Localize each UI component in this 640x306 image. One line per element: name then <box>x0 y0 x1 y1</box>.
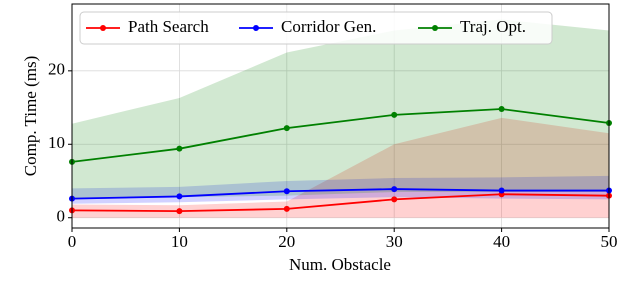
x-axis-label: Num. Obstacle <box>289 255 391 274</box>
marker <box>283 205 290 212</box>
marker <box>498 106 505 113</box>
x-tick-label: 50 <box>601 232 618 251</box>
band <box>72 19 609 200</box>
legend-label: Traj. Opt. <box>460 17 526 36</box>
legend-marker <box>253 25 259 31</box>
legend-label: Corridor Gen. <box>281 17 376 36</box>
marker <box>391 186 398 193</box>
x-tick-label: 30 <box>386 232 403 251</box>
marker <box>391 196 398 203</box>
band <box>72 117 609 218</box>
x-tick-label: 0 <box>68 232 77 251</box>
marker <box>283 125 290 132</box>
x-tick-label: 40 <box>493 232 510 251</box>
marker <box>283 188 290 195</box>
marker <box>391 111 398 118</box>
y-axis-label: Comp. Time (ms) <box>21 56 40 176</box>
y-tick-label: 10 <box>48 133 65 152</box>
line <box>71 108 610 163</box>
x-tick-label: 10 <box>171 232 188 251</box>
legend-label: Path Search <box>128 17 209 36</box>
plot-frame <box>71 3 610 229</box>
line <box>71 188 609 200</box>
marker <box>176 145 183 152</box>
legend-marker <box>432 25 438 31</box>
legend-marker <box>100 25 106 31</box>
x-tick-label: 20 <box>278 232 295 251</box>
legend-box <box>79 11 553 45</box>
marker <box>176 193 183 200</box>
marker <box>176 208 183 215</box>
y-tick-label: 20 <box>48 60 65 79</box>
line <box>71 193 610 213</box>
marker <box>498 187 505 194</box>
y-tick-label: 0 <box>57 207 66 226</box>
